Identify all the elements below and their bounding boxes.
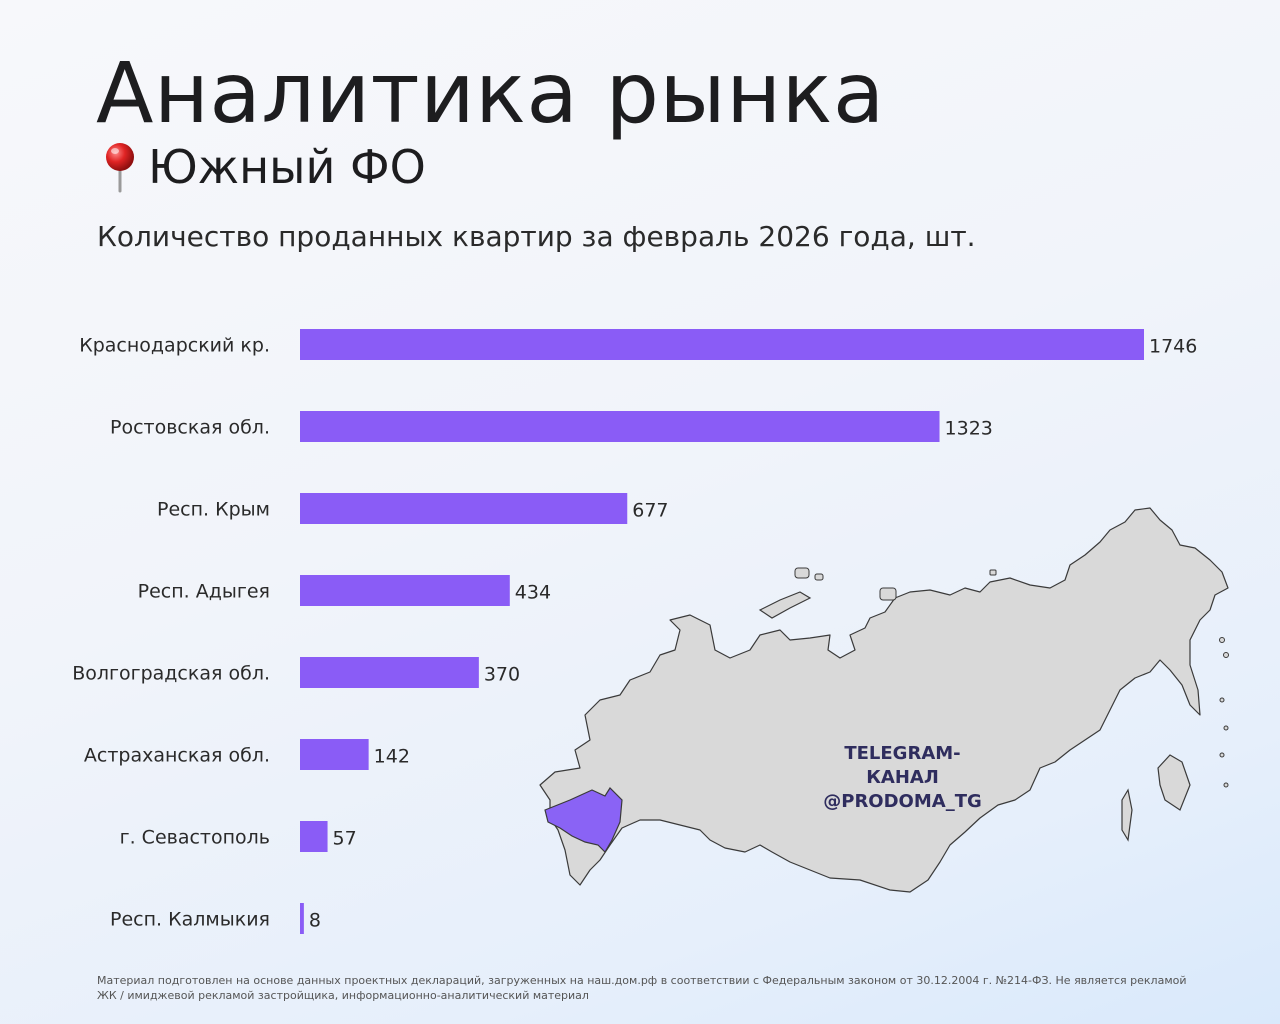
russia-map (539, 507, 1229, 893)
category-label-2: Респ. Крым (157, 499, 270, 521)
value-label-5: 142 (374, 746, 410, 768)
value-label-2: 677 (632, 500, 668, 522)
bar-7 (300, 903, 304, 934)
novaya-zemlya-island (758, 591, 812, 619)
sakhalin-island (1121, 788, 1133, 842)
category-label-3: Респ. Адыгея (138, 581, 270, 603)
category-label-0: Краснодарский кр. (79, 335, 270, 357)
bar-1 (300, 411, 940, 442)
category-label-4: Волгоградская обл. (72, 663, 270, 685)
value-label-6: 57 (333, 828, 357, 850)
bar-3 (300, 575, 510, 606)
bar-2 (300, 493, 628, 524)
value-label-4: 370 (484, 664, 520, 686)
category-label-5: Астраханская обл. (84, 745, 270, 767)
value-label-0: 1746 (1149, 336, 1197, 358)
value-label-1: 1323 (945, 418, 993, 440)
bar-chart: Краснодарский кр. 1746 Ростовская обл. 1323… (72, 329, 1197, 934)
watermark-line-2: @PRODOMA_TG (823, 791, 982, 812)
value-label-3: 434 (515, 582, 551, 604)
bar-6 (300, 821, 328, 852)
region-subtitle: Южный ФО (148, 140, 426, 194)
southern-district-highlight (544, 787, 623, 853)
subtitle-row: Южный ФО (100, 140, 426, 194)
kamchatka-island (1157, 754, 1191, 811)
category-label-7: Респ. Калмыкия (110, 909, 270, 931)
value-label-7: 8 (309, 910, 321, 932)
bar-0 (300, 329, 1144, 360)
category-label-1: Ростовская обл. (110, 417, 270, 439)
watermark-line-1: TELEGRAM-КАНАЛ (844, 743, 961, 788)
pushpin-icon (106, 143, 134, 193)
russia-map-body (539, 507, 1229, 893)
page-title: Аналитика рынка (96, 44, 885, 142)
arctic-islands (794, 567, 1229, 788)
bar-5 (300, 739, 369, 770)
bar-4 (300, 657, 479, 688)
footnote: Материал подготовлен на основе данных пр… (97, 974, 1187, 1002)
telegram-watermark: TELEGRAM-КАНАЛ @PRODOMA_TG (815, 742, 990, 814)
category-label-6: г. Севастополь (120, 827, 270, 849)
chart-title: Количество проданных квартир за февраль … (97, 220, 976, 253)
